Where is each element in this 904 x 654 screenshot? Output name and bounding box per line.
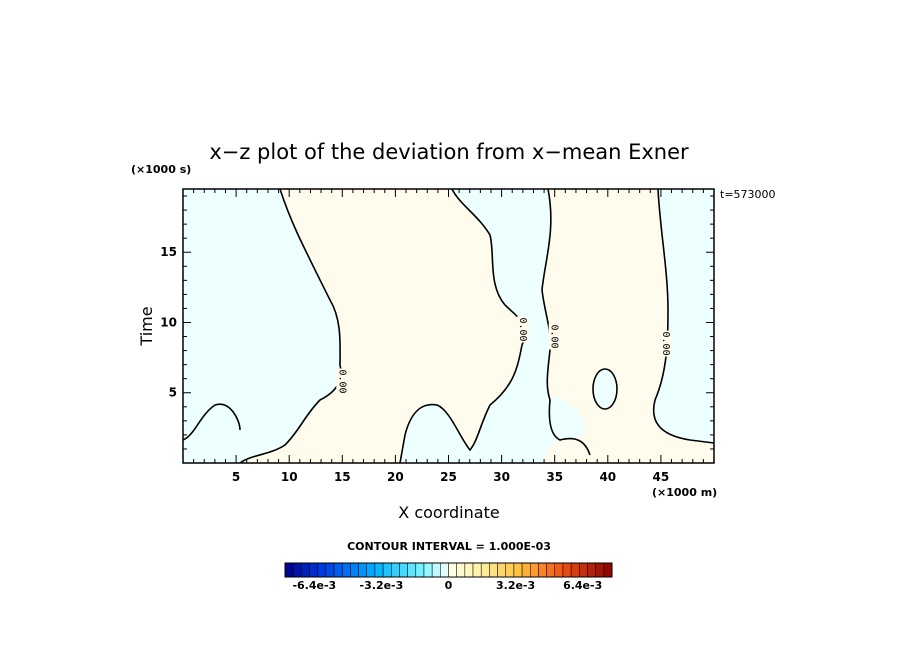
x-tick-label: 15 [334,470,351,484]
colorbar-cell [415,562,425,578]
y-axis-ticks: 5 10 15 [160,245,177,400]
x-axis-ticks: 5 10 15 20 25 30 35 40 45 [232,470,669,484]
contour-labels: 0.00 0.00 0.00 0.00 [336,316,673,395]
contour-label-bg [336,368,349,395]
y-axis-label: Time [137,306,156,346]
colorbar-tick-label: 3.2e-3 [496,579,535,592]
colorbar-cell [292,562,302,578]
colorbar-frame [284,562,613,578]
colorbar-cell [530,562,539,578]
colorbar-cell [472,562,482,578]
colorbar-cell [358,562,368,578]
contour-interval: CONTOUR INTERVAL = 1.000E-03 [347,540,551,553]
x-tick-label: 35 [546,470,563,484]
y-tick-label: 15 [160,245,177,259]
contour-label-bg [660,330,673,357]
minor-ticks [183,189,714,463]
colorbar-cell [513,562,523,578]
zero-contour-lines [183,189,714,463]
colorbar-cell [423,562,433,578]
x-tick-label: 45 [653,470,670,484]
colorbar-cell [440,562,449,578]
colorbar-cell [341,562,351,578]
chart-title: x−z plot of the deviation from x−mean Ex… [209,140,689,164]
colorbar-tick-label: -6.4e-3 [292,579,336,592]
colorbar-cell [431,562,441,578]
contour-line-bottom-left [183,403,241,441]
x-tick-label: 25 [440,470,457,484]
colorbar-cell [464,562,474,578]
colorbar-cell [603,562,613,578]
colorbar-cell [309,562,318,578]
x-tick-label: 30 [493,470,510,484]
negative-island [593,369,617,409]
contour-label: 0.00 [336,369,347,393]
colorbar-cell [374,562,384,578]
colorbar-cell [538,562,547,578]
colorbar-cell [301,562,310,578]
colorbar-tick-label: 0 [445,579,453,592]
colorbar-cell [456,562,466,578]
contour-label-bg [516,316,529,343]
colorbar-cell [480,562,490,578]
colorbar-cell [505,562,515,578]
colorbar-cell [595,562,605,578]
colorbar [284,562,613,578]
colorbar-cell [448,562,457,578]
positive-region-2 [542,189,714,463]
colorbar-cell [521,562,531,578]
positive-region-1 [240,189,526,463]
y-unit-label: (×1000 s) [131,163,191,176]
x-axis-label: X coordinate [398,503,499,522]
contour-label-bg [548,323,561,350]
colorbar-cell [587,562,596,578]
colorbar-cell [366,562,376,578]
colorbar-cell [284,562,294,578]
colorbar-cell [554,562,564,578]
contour-label: 0.00 [660,332,671,356]
colorbar-cell [325,562,335,578]
colorbar-cell [489,562,498,578]
colorbar-cell [391,562,400,578]
time-stamp: t=573000 [720,188,776,201]
colorbar-cell [570,562,580,578]
colorbar-cell [546,562,556,578]
colorbar-cell [579,562,588,578]
x-unit-label: (×1000 m) [652,486,717,499]
colorbar-cell [333,562,343,578]
y-tick-label: 5 [169,386,177,400]
colorbar-cell [497,562,506,578]
colorbar-cell [382,562,392,578]
colorbar-tick-label: -3.2e-3 [360,579,404,592]
colorbar-cell [407,562,417,578]
contour-label: 0.00 [549,324,560,348]
y-tick-label: 10 [160,315,177,329]
x-tick-label: 10 [281,470,298,484]
x-tick-label: 20 [387,470,404,484]
contour-line-right-a [541,189,591,456]
contour-label: 0.00 [517,317,528,341]
x-tick-label: 5 [232,470,240,484]
x-tick-label: 40 [599,470,616,484]
colorbar-cell [317,562,327,578]
colorbar-cell [399,562,408,578]
colorbar-tick-label: 6.4e-3 [563,579,602,592]
colorbar-tick-labels: -6.4e-3 -3.2e-3 0 3.2e-3 6.4e-3 [292,579,602,592]
contour-fill-region [183,189,714,463]
contour-island [592,368,618,410]
contour-line-middle [399,189,526,463]
colorbar-cell [350,562,359,578]
colorbar-cell [562,562,572,578]
